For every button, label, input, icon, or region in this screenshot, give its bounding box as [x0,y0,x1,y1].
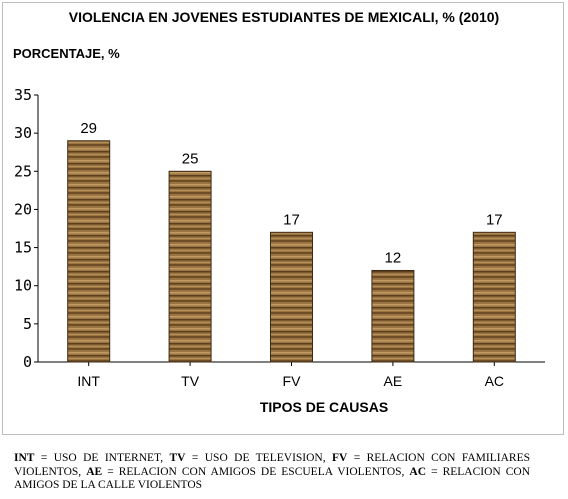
bar-fv [270,231,313,363]
y-axis-label: PORCENTAJE, % [13,46,120,61]
bar-ac [472,231,516,363]
data-label-fv: 17 [283,211,300,228]
x-tick-label-ac: AC [485,373,504,389]
x-tick-label-tv: TV [181,373,200,389]
y-tick-label: 0 [23,353,32,371]
note-text-ae: = RELACION CON AMIGOS DE ESCUELA VIOLENT… [102,465,410,478]
x-axis-label: TIPOS DE CAUSAS [259,399,389,415]
note-abbr-fv: FV [332,452,348,464]
note-abbr-ac: AC [409,465,427,478]
y-tick-label: 15 [14,239,32,257]
y-tick-label: 20 [14,200,32,218]
y-tick-label: 25 [14,162,32,180]
note-abbr-tv: TV [169,452,186,464]
chart-title: VIOLENCIA EN JOVENES ESTUDIANTES DE MEXI… [68,9,500,25]
data-label-ae: 12 [385,249,402,266]
note-text-tv: = USO DE TELEVISION, [185,452,333,464]
x-tick-label-int: INT [77,373,100,389]
note-text-ac: = RELACION CON AMIGOS DE LA CALLE VIOLEN… [14,465,531,492]
legend-note: INT = USO DE INTERNET, TV = USO DE TELEV… [14,452,530,493]
y-tick-label: 10 [14,277,32,295]
note-abbr-int: INT [14,452,35,464]
data-label-ac: 17 [486,211,503,228]
note-text-fv: = RELACION CON FAMILIARES VIOLENTOS, [14,452,530,478]
bar-chart: 0 5 10 15 20 25 30 35 29 INT 25 TV 17 FV 12 AE 17 AC [14,86,545,389]
bar-tv [168,170,212,363]
note-abbr-ae: AE [86,465,103,478]
y-tick-label: 30 [14,124,32,142]
data-label-int: 29 [80,120,97,137]
x-tick-label-ae: AE [384,373,403,389]
y-tick-label: 35 [14,86,32,104]
note-text-int: = USO DE INTERNET, [34,452,170,464]
bar-ae [371,269,415,363]
x-tick-label-fv: FV [283,373,302,389]
bar-int [67,140,111,363]
y-tick-label: 5 [23,315,32,333]
data-label-tv: 25 [182,150,199,167]
